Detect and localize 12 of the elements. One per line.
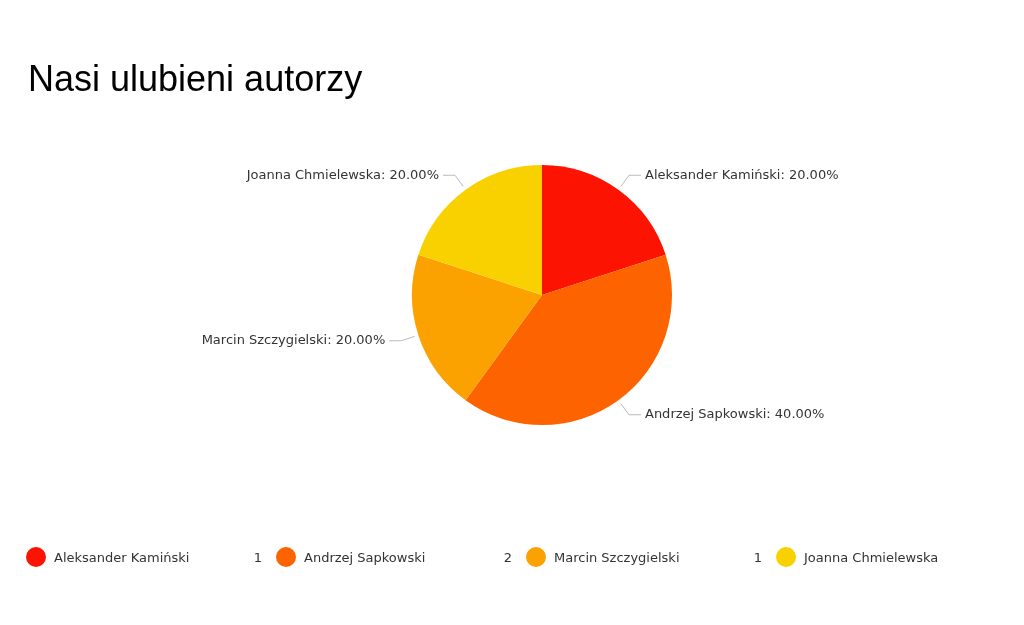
chart-title: Nasi ulubieni autorzy — [28, 58, 363, 100]
legend-label: Andrzej Sapkowski — [304, 549, 427, 565]
data-label: Joanna Chmielewska: 20.00% — [245, 166, 440, 182]
text: 1 — [252, 549, 262, 565]
text: 2 — [502, 549, 512, 565]
legend-label: Aleksander Kamiński — [54, 549, 191, 565]
data-label: Aleksander Kamiński: 20.00% — [644, 166, 839, 182]
text: 1 — [752, 549, 762, 565]
legend-label: Marcin Szczygielski — [554, 549, 681, 565]
legend-label: Joanna Chmielewska — [804, 549, 940, 565]
data-label: Andrzej Sapkowski: 40.00% — [644, 406, 825, 422]
data-label: Marcin Szczygielski: 20.00% — [201, 332, 386, 348]
